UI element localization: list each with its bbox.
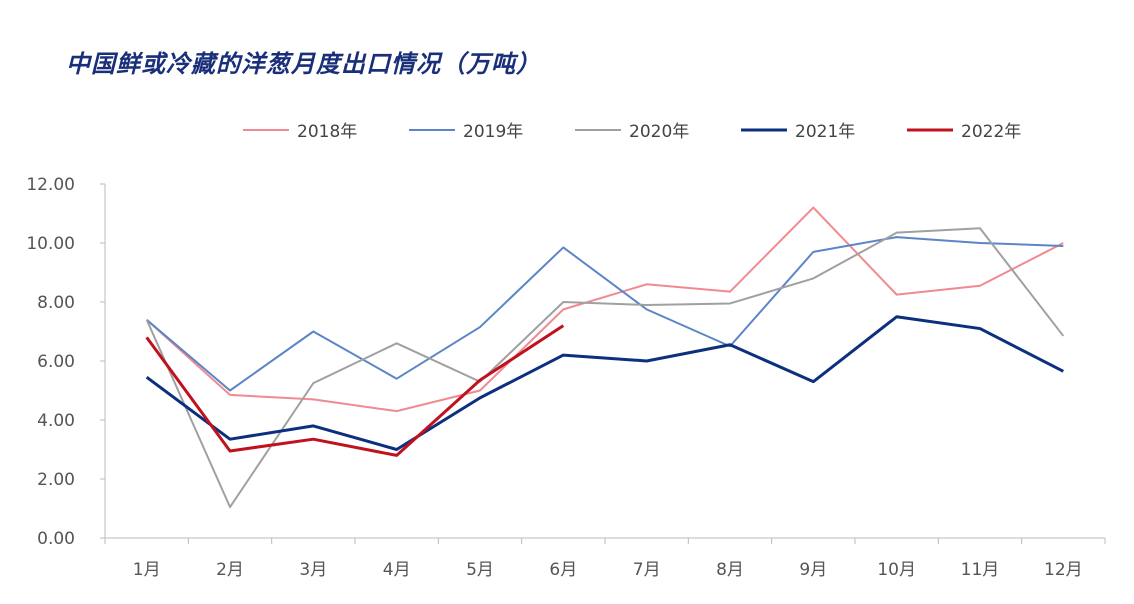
legend-label: 2021年 bbox=[795, 122, 855, 142]
series-line-2021年 bbox=[145, 315, 1065, 451]
y-tick-label: 10.00 bbox=[26, 234, 75, 254]
y-tick-label: 12.00 bbox=[26, 175, 75, 195]
y-tick-label: 0.00 bbox=[37, 529, 75, 549]
series-line-2018年 bbox=[145, 206, 1064, 413]
x-tick-label: 8月 bbox=[716, 560, 744, 580]
y-tick-label: 2.00 bbox=[37, 470, 75, 490]
y-tick-label: 4.00 bbox=[37, 411, 75, 431]
legend-label: 2018年 bbox=[297, 122, 357, 142]
legend-label: 2022年 bbox=[961, 122, 1021, 142]
x-tick-label: 12月 bbox=[1044, 560, 1083, 580]
x-tick-label: 10月 bbox=[877, 560, 916, 580]
series-line-2019年 bbox=[146, 236, 1064, 392]
x-tick-label: 2月 bbox=[216, 560, 244, 580]
x-tick-label: 11月 bbox=[961, 560, 1000, 580]
series-line-2022年 bbox=[145, 324, 565, 457]
series-line-2020年 bbox=[145, 227, 1065, 509]
chart-title: 中国鲜或冷藏的洋葱月度出口情况（万吨） bbox=[66, 49, 541, 78]
y-tick-label: 8.00 bbox=[37, 293, 75, 313]
y-tick-label: 6.00 bbox=[37, 352, 75, 372]
x-tick-label: 7月 bbox=[633, 560, 661, 580]
x-tick-label: 3月 bbox=[299, 560, 327, 580]
x-tick-label: 6月 bbox=[549, 560, 577, 580]
x-tick-label: 1月 bbox=[133, 560, 161, 580]
x-tick-label: 4月 bbox=[383, 560, 411, 580]
legend-label: 2020年 bbox=[629, 122, 689, 142]
legend-label: 2019年 bbox=[463, 122, 523, 142]
x-tick-label: 9月 bbox=[799, 560, 827, 580]
x-tick-label: 5月 bbox=[466, 560, 494, 580]
